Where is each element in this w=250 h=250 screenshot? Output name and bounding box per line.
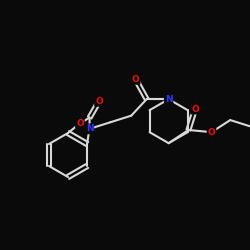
Text: O: O bbox=[208, 128, 216, 137]
Text: N: N bbox=[165, 95, 172, 104]
Text: O: O bbox=[132, 75, 140, 84]
Text: O: O bbox=[191, 104, 199, 114]
Text: O: O bbox=[76, 119, 84, 128]
Text: O: O bbox=[95, 97, 103, 106]
Text: N: N bbox=[86, 124, 93, 133]
